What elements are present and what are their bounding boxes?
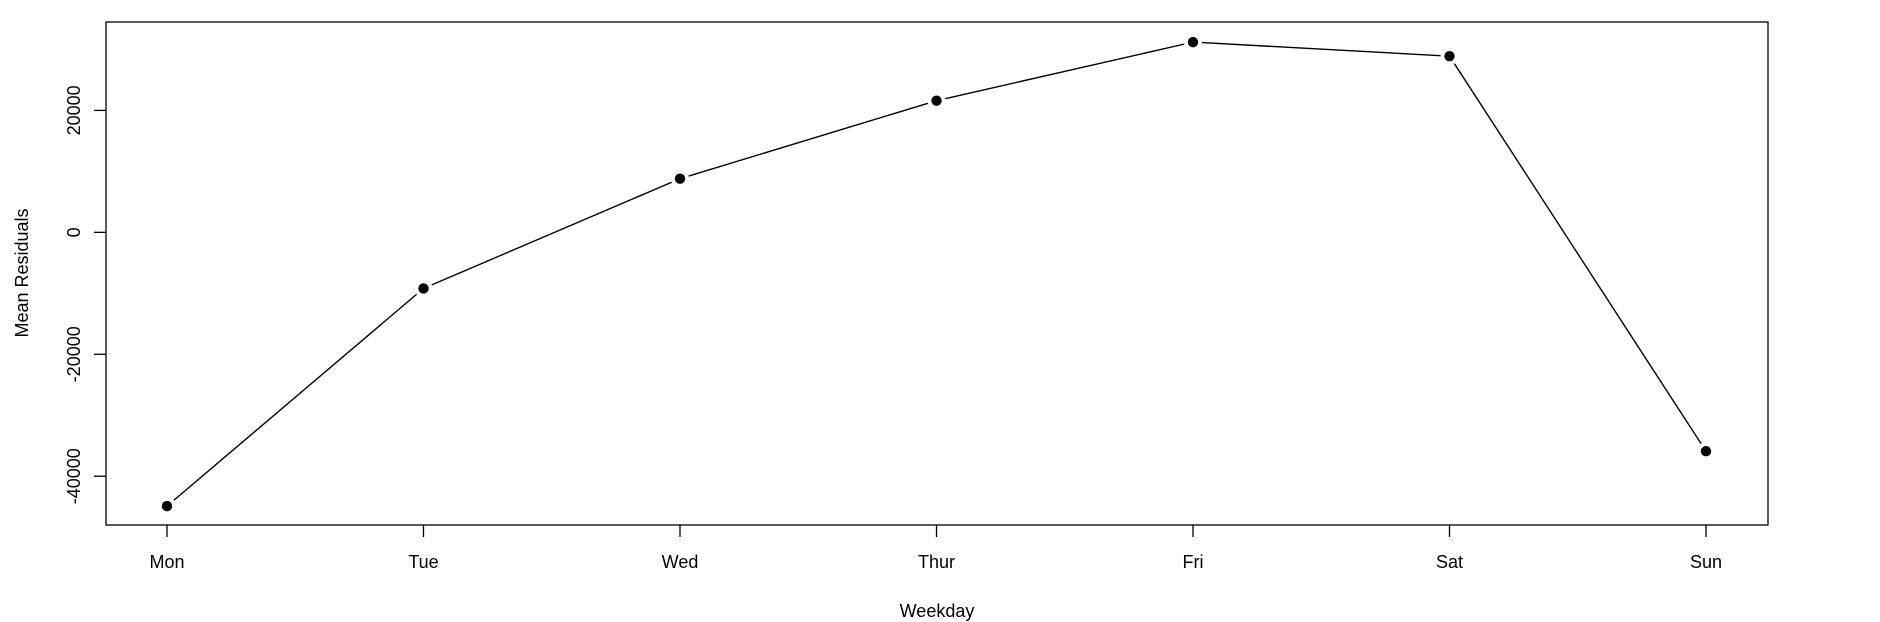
- y-axis: -40000 -20000 0 20000: [64, 85, 106, 504]
- y-tick-label: -20000: [64, 326, 84, 382]
- x-tick-label-tue: Tue: [408, 552, 438, 572]
- data-point-wed: [674, 173, 686, 184]
- series-segment: [1453, 63, 1702, 445]
- data-point-thur: [931, 95, 942, 106]
- series-segment: [945, 43, 1185, 100]
- data-point-mon: [161, 500, 173, 512]
- data-point-sun: [1700, 446, 1712, 457]
- x-axis: Mon Tue Wed Thur Fri Sat Sun: [149, 525, 1722, 572]
- series-segment: [688, 102, 929, 177]
- x-tick-label-thur: Thur: [918, 552, 955, 572]
- x-tick-label-sat: Sat: [1436, 552, 1463, 572]
- y-axis-title: Mean Residuals: [12, 208, 32, 337]
- data-point-fri: [1187, 36, 1199, 48]
- x-tick-label-wed: Wed: [662, 552, 699, 572]
- y-tick-label: -40000: [64, 448, 84, 504]
- series-layer: [161, 36, 1712, 512]
- series-segment: [431, 181, 673, 286]
- series-segment: [173, 293, 418, 501]
- y-tick-label: 20000: [64, 85, 84, 135]
- x-axis-title: Weekday: [900, 601, 975, 621]
- data-point-tue: [418, 283, 429, 294]
- x-tick-label-fri: Fri: [1183, 552, 1204, 572]
- series-segment: [1201, 41, 1441, 57]
- y-tick-label: 0: [64, 227, 84, 237]
- x-tick-label-sun: Sun: [1690, 552, 1722, 572]
- data-point-sat: [1444, 50, 1455, 62]
- x-tick-label-mon: Mon: [149, 552, 184, 572]
